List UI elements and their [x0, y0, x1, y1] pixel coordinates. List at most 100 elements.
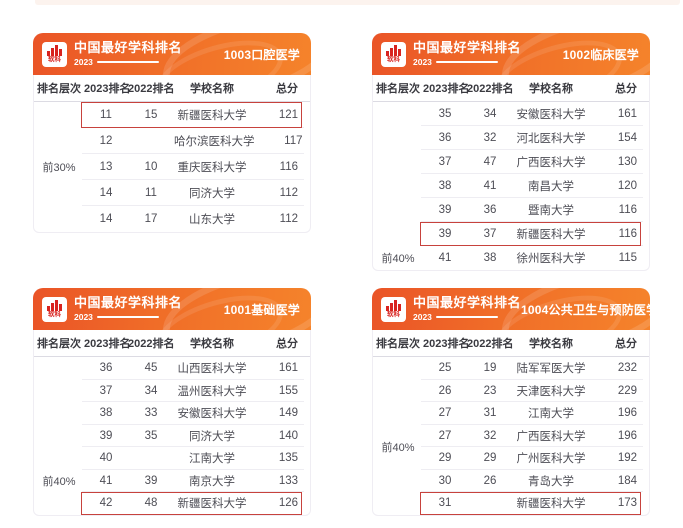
- table-header-row: 排名层次 2023排名 2022排名 学校名称 总分: [373, 75, 649, 102]
- school-name: 新疆医科大学: [516, 229, 586, 241]
- col-score: 总分: [615, 83, 637, 95]
- rank-2022: 26: [483, 474, 497, 487]
- rank-2022: 35: [144, 429, 158, 442]
- card-body: 排名层次 2023排名 2022排名 学校名称 总分 前40% 36 45 山西医科…: [33, 330, 311, 516]
- rank-2023: 37: [99, 384, 113, 397]
- col-rank-2022: 2022排名: [128, 338, 175, 350]
- rank-2023: 41: [438, 252, 452, 264]
- table-row: 37 47 广西医科大学 130: [373, 150, 649, 174]
- card-header: 软科 中国最好学科排名 2023 1003口腔医学: [33, 33, 311, 75]
- school-name: 安徽医科大学: [516, 109, 586, 121]
- school-name: 南京大学: [189, 475, 235, 488]
- logo-label: 软科: [387, 55, 400, 63]
- card-body: 排名层次 2023排名 2022排名 学校名称 总分 前40% 25 19 陆军军医…: [372, 330, 650, 516]
- rank-2023: 37: [438, 156, 452, 168]
- school-name: 新疆医科大学: [177, 498, 247, 511]
- underline-decoration: [96, 316, 159, 319]
- school-name: 同济大学: [189, 430, 235, 443]
- rank-2022: 39: [144, 474, 158, 487]
- rank-2022: 31: [483, 407, 497, 420]
- total-score: 173: [617, 497, 637, 510]
- col-score: 总分: [276, 83, 298, 95]
- total-score: 117: [284, 135, 303, 147]
- brand-year: 2023: [74, 57, 93, 68]
- school-name: 广州医科大学: [516, 453, 586, 466]
- brand-title: 中国最好学科排名: [74, 295, 183, 311]
- table-row: 25 19 陆军军医大学 232: [373, 357, 649, 380]
- rank-2023: 31: [438, 497, 452, 510]
- total-score: 192: [617, 452, 637, 465]
- table-header-row: 排名层次 2023排名 2022排名 学校名称 总分: [373, 330, 649, 357]
- table-row: 36 45 山西医科大学 161: [34, 357, 310, 380]
- col-school: 学校名称: [529, 338, 573, 350]
- table-row: 36 32 河北医科大学 154: [373, 126, 649, 150]
- rank-2023: 39: [99, 429, 113, 442]
- table-header-row: 排名层次 2023排名 2022排名 学校名称 总分: [34, 330, 310, 357]
- col-school: 学校名称: [190, 83, 234, 95]
- logo-label: 软科: [48, 310, 61, 318]
- col-rank-2022: 2022排名: [467, 338, 514, 350]
- school-name: 山东大学: [189, 214, 235, 226]
- underline-decoration: [435, 316, 498, 319]
- total-score: 115: [618, 252, 637, 264]
- total-score: 154: [617, 132, 637, 144]
- rank-2022: 41: [483, 180, 497, 192]
- brand-title: 中国最好学科排名: [74, 40, 183, 56]
- card-body: 排名层次 2023排名 2022排名 学校名称 总分 前30% 11 15 新疆医科…: [33, 75, 311, 233]
- total-score: 135: [278, 452, 298, 465]
- table-row-highlighted: 31 新疆医科大学 173: [373, 492, 649, 515]
- tier-label: 前30%: [42, 162, 76, 174]
- rank-2023: 14: [99, 213, 113, 225]
- table-row: 41 39 南京大学 133: [34, 470, 310, 493]
- rank-2023: 27: [438, 429, 452, 442]
- shanghairanking-logo: 软科: [42, 296, 67, 322]
- total-score: 120: [617, 180, 637, 192]
- underline-decoration: [96, 61, 159, 64]
- rank-2023: 42: [99, 497, 113, 510]
- total-score: 116: [618, 204, 637, 216]
- rank-2023: 39: [438, 228, 452, 240]
- table-row: 26 23 天津医科大学 229: [373, 380, 649, 403]
- table-row: 27 31 江南大学 196: [373, 402, 649, 425]
- rank-2023: 36: [99, 362, 113, 375]
- brand-year: 2023: [413, 57, 432, 68]
- total-score: 196: [617, 429, 637, 442]
- total-score: 130: [617, 156, 637, 168]
- total-score: 184: [617, 474, 637, 487]
- rank-2023: 38: [99, 407, 113, 420]
- school-name: 徐州医科大学: [516, 253, 586, 265]
- brand-title-block: 中国最好学科排名 2023: [413, 40, 522, 68]
- school-name: 暨南大学: [528, 205, 574, 217]
- table-row: 35 34 安徽医科大学 161: [373, 102, 649, 126]
- rank-2023: 29: [438, 452, 452, 465]
- bar-chart-icon: [386, 44, 401, 56]
- rank-2023: 41: [99, 474, 113, 487]
- school-name: 同济大学: [189, 188, 235, 200]
- school-name: 哈尔滨医科大学: [174, 136, 255, 148]
- table-body: 前40% 36 45 山西医科大学 161 37 34 温州医科大学 155 38 33 安徽医科大…: [34, 357, 310, 515]
- brand-title: 中国最好学科排名: [413, 295, 522, 311]
- table-row: 39 36 暨南大学 116: [373, 198, 649, 222]
- table-row: 27 32 广西医科大学 196: [373, 425, 649, 448]
- table-row: 39 35 同济大学 140: [34, 425, 310, 448]
- total-score: 161: [278, 362, 298, 375]
- subject-badge: 1003口腔医学: [223, 47, 300, 62]
- total-score: 133: [278, 474, 298, 487]
- rank-2023: 12: [99, 135, 113, 147]
- rank-2023: 13: [99, 161, 113, 173]
- logo-label: 软科: [48, 55, 61, 63]
- rank-2022: 36: [483, 204, 497, 216]
- brand-title: 中国最好学科排名: [413, 40, 522, 56]
- rank-2022: 32: [483, 429, 497, 442]
- table-row-highlighted: 11 15 新疆医科大学 121: [34, 102, 310, 128]
- rank-2022: 47: [483, 156, 497, 168]
- total-score: 229: [617, 384, 637, 397]
- rank-2022: 34: [483, 108, 497, 120]
- rank-2022: 34: [144, 384, 158, 397]
- rank-2022: 45: [144, 362, 158, 375]
- logo-label: 软科: [387, 310, 400, 318]
- rank-2023: 30: [438, 474, 452, 487]
- rank-2023: 26: [438, 384, 452, 397]
- rank-2022: 17: [144, 213, 158, 225]
- rank-2023: 39: [438, 204, 452, 216]
